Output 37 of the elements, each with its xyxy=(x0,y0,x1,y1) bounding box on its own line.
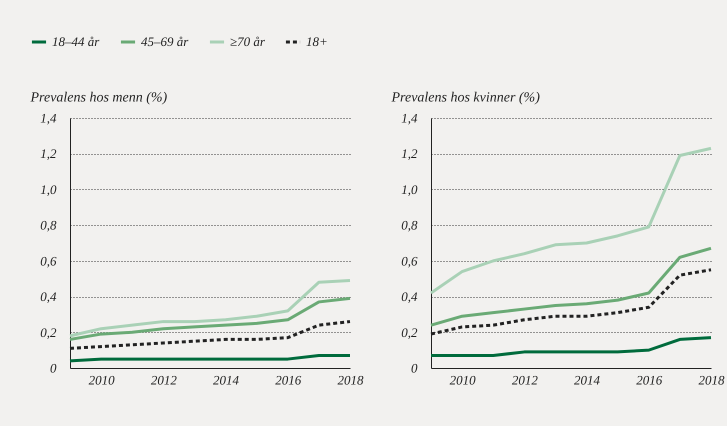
line-series xyxy=(430,336,712,357)
legend-label: 18–44 år xyxy=(52,34,100,49)
y-tick-label: 0,8 xyxy=(40,218,57,233)
y-tick-label: 0 xyxy=(411,360,418,376)
x-tick-label: 2012 xyxy=(512,372,538,388)
y-axis-title: Prevalens hos kvinner (%) xyxy=(390,90,540,106)
x-tick-label: 2010 xyxy=(450,372,476,388)
legend-label: 18+ xyxy=(306,34,328,49)
y-tick-label: 0,4 xyxy=(401,289,418,304)
line-series xyxy=(430,146,712,294)
x-tick-label: 2014 xyxy=(213,372,240,388)
line-series xyxy=(68,296,352,341)
y-tick-label: 1,2 xyxy=(40,146,57,162)
x-tick-label: 2016 xyxy=(636,372,663,388)
y-tick-label: 1,0 xyxy=(401,182,418,197)
legend-label: 45–69 år xyxy=(141,34,190,49)
y-tick-label: 0 xyxy=(50,360,57,376)
y-axis-title: Prevalens hos menn (%) xyxy=(30,90,168,106)
y-tick-label: 0,2 xyxy=(401,324,418,340)
y-tick-label: 0,8 xyxy=(401,218,418,233)
x-tick-label: 2018 xyxy=(338,372,364,388)
legend-label: ≥70 år xyxy=(230,34,266,49)
y-tick-label: 1,2 xyxy=(401,146,418,162)
x-tick-label: 2016 xyxy=(275,372,302,388)
y-tick-label: 1,4 xyxy=(401,110,418,126)
x-tick-label: 2014 xyxy=(574,372,601,388)
x-tick-label: 2012 xyxy=(150,372,178,388)
line-series xyxy=(68,279,352,338)
y-tick-label: 0,2 xyxy=(40,324,57,340)
y-tick-label: 1,4 xyxy=(40,110,57,126)
x-tick-label: 2018 xyxy=(698,372,725,388)
y-tick-label: 0,4 xyxy=(40,289,57,304)
line-series xyxy=(430,246,712,327)
y-tick-label: 1,0 xyxy=(40,182,57,197)
y-tick-label: 0,6 xyxy=(40,253,57,268)
x-tick-label: 2010 xyxy=(88,372,116,388)
y-tick-label: 0,6 xyxy=(401,253,418,268)
